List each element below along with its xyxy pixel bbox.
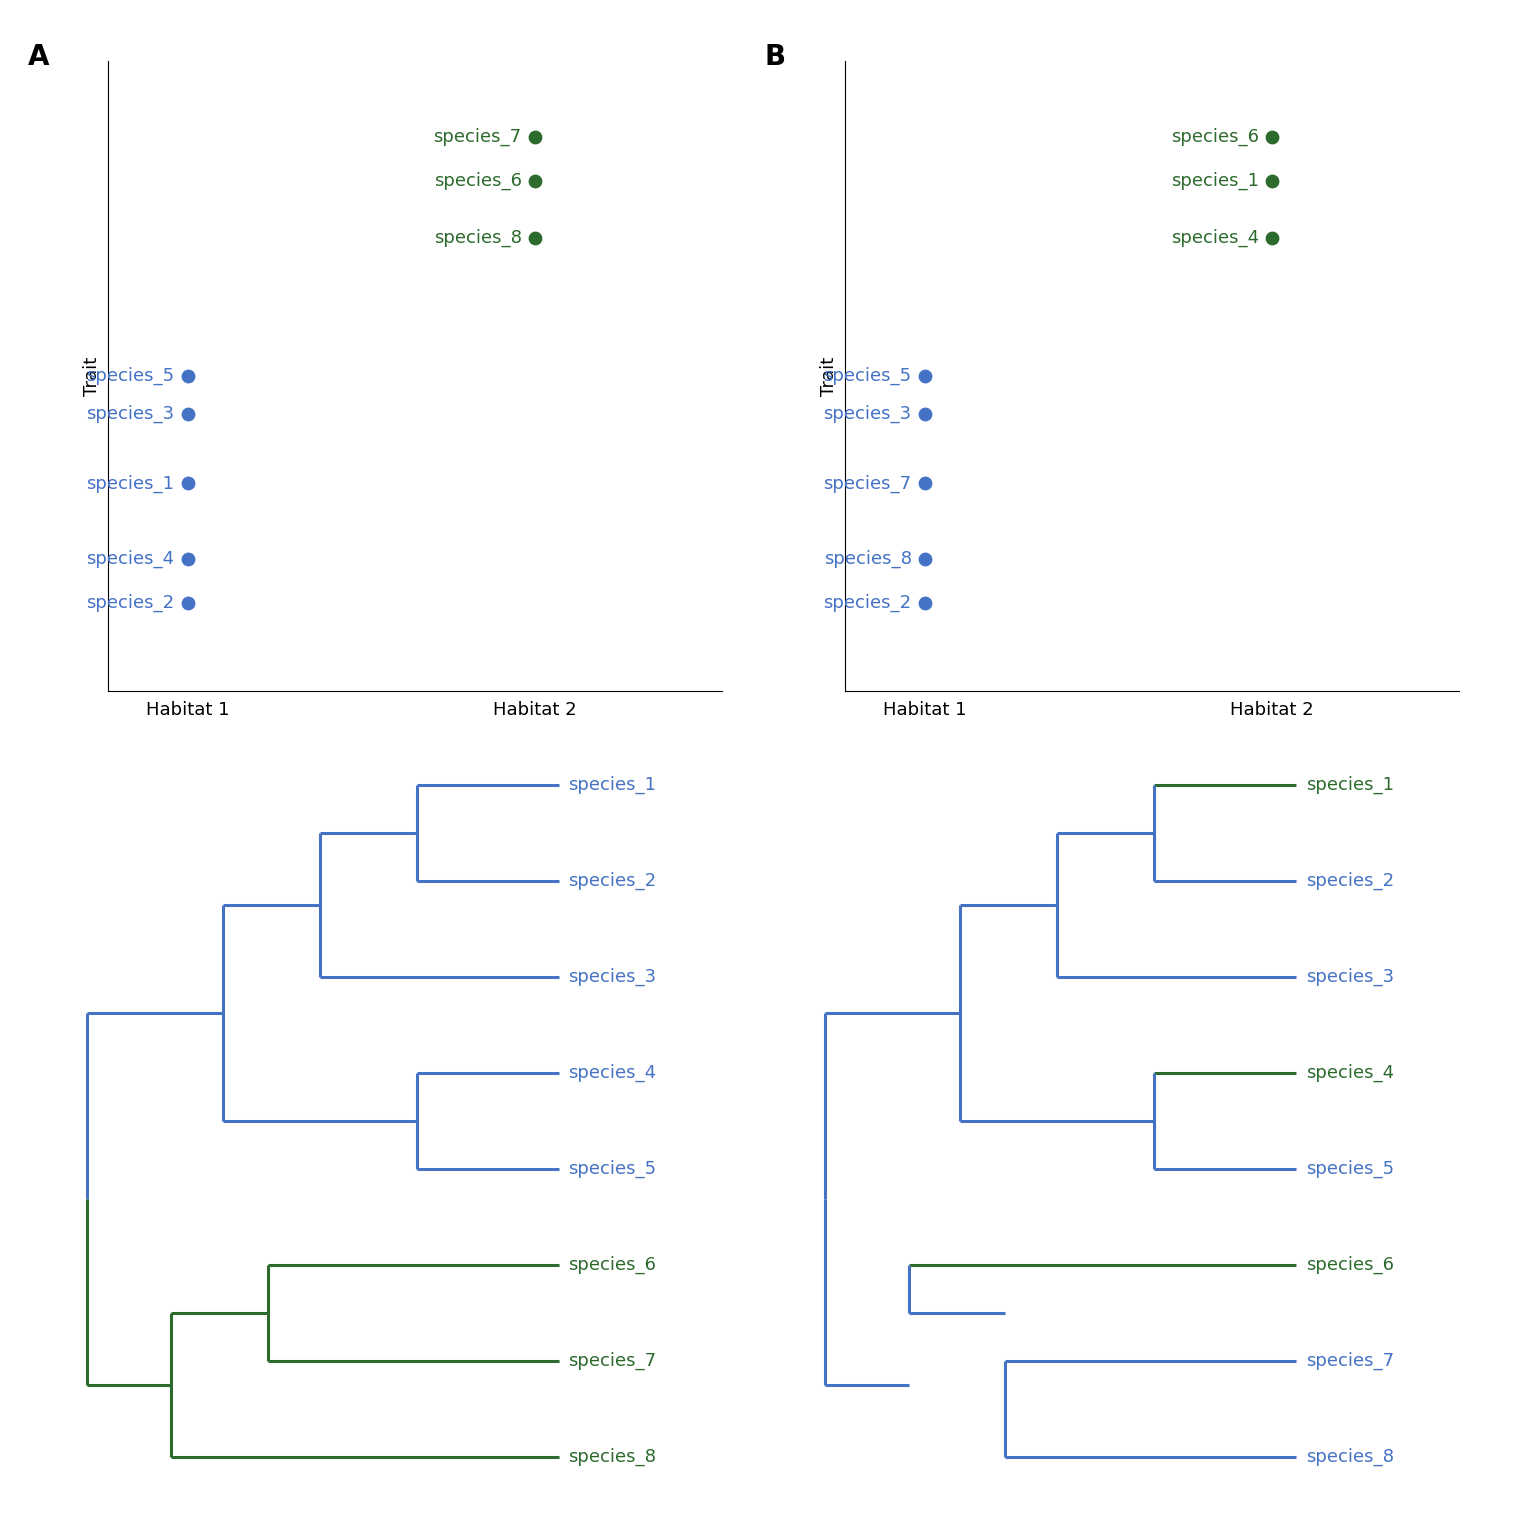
Point	[175, 402, 200, 427]
Text: species_8: species_8	[823, 550, 911, 568]
Text: species_8: species_8	[1306, 1448, 1393, 1467]
Text: species_2: species_2	[1306, 872, 1395, 891]
Point	[175, 591, 200, 616]
Point	[522, 169, 547, 194]
Point	[912, 472, 937, 496]
Text: species_5: species_5	[86, 367, 174, 386]
Text: species_5: species_5	[568, 1160, 657, 1178]
Y-axis label: Trait: Trait	[820, 356, 837, 396]
Text: species_4: species_4	[1170, 229, 1260, 247]
Text: species_7: species_7	[1306, 1352, 1395, 1370]
Text: species_3: species_3	[823, 406, 911, 424]
Point	[912, 591, 937, 616]
Text: A: A	[28, 43, 49, 71]
Text: species_2: species_2	[568, 872, 657, 891]
Point	[1260, 169, 1284, 194]
Text: species_1: species_1	[1170, 172, 1260, 190]
Text: species_2: species_2	[823, 594, 911, 613]
Text: species_6: species_6	[1170, 127, 1260, 146]
Text: species_4: species_4	[568, 1064, 657, 1083]
Text: B: B	[765, 43, 786, 71]
Text: species_3: species_3	[1306, 968, 1395, 986]
Text: species_8: species_8	[433, 229, 522, 247]
Y-axis label: Trait: Trait	[83, 356, 100, 396]
Point	[175, 472, 200, 496]
Point	[1260, 226, 1284, 250]
Text: species_3: species_3	[568, 968, 657, 986]
Point	[522, 124, 547, 149]
Text: species_5: species_5	[823, 367, 911, 386]
Text: species_6: species_6	[433, 172, 522, 190]
Text: species_3: species_3	[86, 406, 174, 424]
Point	[912, 402, 937, 427]
Text: species_6: species_6	[1306, 1256, 1393, 1275]
Point	[912, 547, 937, 571]
Text: species_1: species_1	[1306, 776, 1393, 794]
Text: species_7: species_7	[823, 475, 911, 493]
Text: species_8: species_8	[568, 1448, 656, 1467]
Text: species_2: species_2	[86, 594, 174, 613]
Text: species_6: species_6	[568, 1256, 656, 1275]
Text: species_7: species_7	[433, 127, 522, 146]
Text: species_7: species_7	[568, 1352, 657, 1370]
Point	[1260, 124, 1284, 149]
Point	[912, 364, 937, 389]
Text: species_1: species_1	[86, 475, 174, 493]
Text: species_4: species_4	[1306, 1064, 1395, 1083]
Text: species_4: species_4	[86, 550, 174, 568]
Text: species_1: species_1	[568, 776, 656, 794]
Text: species_5: species_5	[1306, 1160, 1395, 1178]
Point	[175, 364, 200, 389]
Point	[522, 226, 547, 250]
Point	[175, 547, 200, 571]
